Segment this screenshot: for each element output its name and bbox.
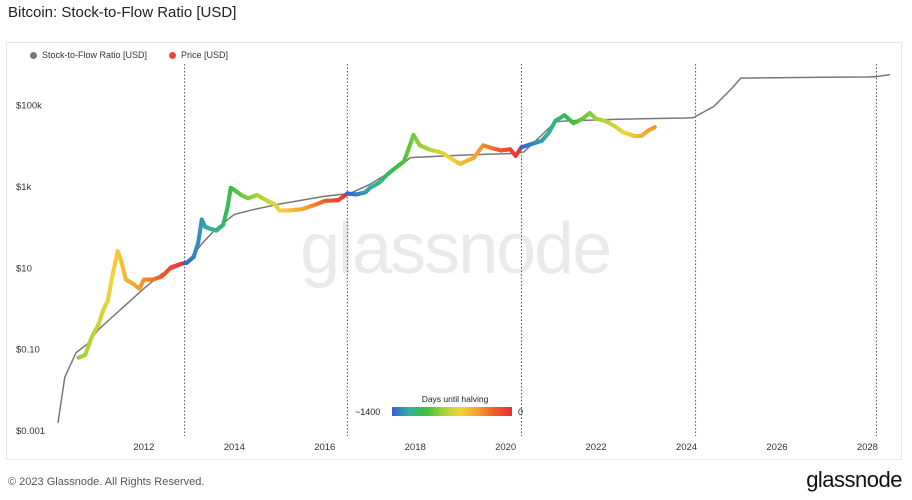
legend-label-price: Price [USD] [181, 50, 229, 60]
x-tick-label-7: 2026 [766, 442, 787, 453]
y-tick-label-0: $0.001 [16, 426, 45, 437]
x-tick-label-5: 2022 [586, 442, 607, 453]
x-tick-label-4: 2020 [495, 442, 516, 453]
y-tick-label-3: $1k [16, 182, 32, 193]
legend-dot-s2f [30, 51, 37, 59]
legend-dot-price [169, 51, 177, 59]
y-tick-label-1: $0.10 [16, 345, 40, 356]
y-tick-label-4: $100k [16, 101, 42, 112]
watermark: glassnode [300, 209, 612, 289]
price-segment-75-5 [651, 125, 657, 130]
x-tick-label-1: 2014 [224, 442, 245, 453]
legend-item-s2f[interactable]: Stock-to-Flow Ratio [USD] [30, 50, 147, 60]
footer-copyright: © 2023 Glassnode. All Rights Reserved. [8, 476, 205, 488]
footer-brand-logo[interactable]: glassnode [806, 467, 902, 492]
chart-title: Bitcoin: Stock-to-Flow Ratio [USD] [8, 4, 237, 21]
legend-item-price[interactable]: Price [USD] [169, 50, 228, 60]
chart-frame [6, 42, 902, 460]
x-tick-label-0: 2012 [133, 442, 154, 453]
colorbar-max-label: 0 [518, 407, 524, 417]
x-tick-label-3: 2018 [405, 442, 426, 453]
y-tick-label-2: $10 [16, 263, 32, 274]
x-tick-label-6: 2024 [676, 442, 697, 453]
colorbar-gradient [392, 407, 512, 416]
colorbar-min-label: ~1400 [355, 407, 381, 417]
legend-label-s2f: Stock-to-Flow Ratio [USD] [42, 50, 148, 60]
x-tick-label-8: 2028 [857, 442, 878, 453]
colorbar-title: Days until halving [421, 394, 489, 404]
s2f-line [57, 73, 891, 423]
chart-svg: $0.001 $0.10 $10 $1k $100k 2012 2014 2016 2018 20… [16, 64, 891, 453]
legend: Stock-to-Flow Ratio [USD] Price [USD] [30, 50, 228, 60]
x-tick-label-2: 2016 [314, 442, 335, 453]
